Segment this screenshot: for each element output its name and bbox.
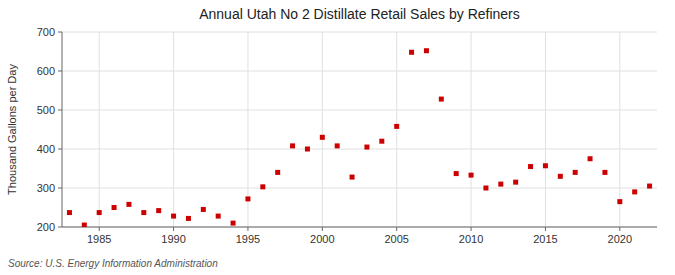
x-tick <box>99 227 100 231</box>
point <box>275 170 280 175</box>
x-tick-label: 2000 <box>310 233 334 245</box>
point <box>305 147 310 152</box>
point <box>647 184 652 189</box>
point <box>216 214 221 219</box>
point <box>632 189 637 194</box>
point <box>573 170 578 175</box>
point <box>260 184 265 189</box>
y-tick-label: 600 <box>37 65 55 77</box>
x-grid-line <box>471 32 472 227</box>
y-grid-line <box>62 32 657 33</box>
point <box>320 135 325 140</box>
point <box>290 143 295 148</box>
point <box>558 174 563 179</box>
point <box>439 97 444 102</box>
point <box>513 180 518 185</box>
point <box>171 214 176 219</box>
y-axis-label: Thousand Gallons per Day <box>6 64 18 195</box>
point <box>364 145 369 150</box>
x-tick-label: 1995 <box>236 233 260 245</box>
y-tick-label: 700 <box>37 26 55 38</box>
y-tick <box>58 32 62 33</box>
y-axis-line <box>62 32 63 227</box>
point <box>186 216 191 221</box>
point <box>97 210 102 215</box>
x-tick <box>396 227 397 231</box>
point <box>350 175 355 180</box>
y-grid-line <box>62 110 657 111</box>
y-grid-line <box>62 227 657 228</box>
point <box>141 210 146 215</box>
x-grid-line <box>322 32 323 227</box>
y-tick <box>58 227 62 228</box>
y-tick-label: 500 <box>37 104 55 116</box>
x-grid-line <box>99 32 100 227</box>
point <box>394 124 399 129</box>
x-tick <box>545 227 546 231</box>
source-note: Source: U.S. Energy Information Administ… <box>8 258 218 269</box>
y-grid-line <box>62 149 657 150</box>
point <box>483 186 488 191</box>
x-grid-line <box>396 32 397 227</box>
background <box>0 0 675 275</box>
x-tick-label: 2020 <box>608 233 632 245</box>
point <box>231 221 236 226</box>
point <box>156 208 161 213</box>
point <box>67 210 72 215</box>
x-tick-label: 2015 <box>533 233 557 245</box>
y-tick <box>58 71 62 72</box>
y-tick <box>58 188 62 189</box>
point <box>469 173 474 178</box>
x-grid-line <box>545 32 546 227</box>
x-tick <box>247 227 248 231</box>
point <box>126 202 131 207</box>
x-tick <box>322 227 323 231</box>
chart: 200 300 400 500 600 700 1985 1990 1995 2000 2005 20… <box>0 0 675 275</box>
point <box>588 156 593 161</box>
x-grid-line <box>619 32 620 227</box>
point <box>112 205 117 210</box>
y-tick <box>58 149 62 150</box>
y-tick-label: 400 <box>37 143 55 155</box>
points <box>67 48 652 227</box>
grid <box>62 32 657 227</box>
x-tick-label: 2005 <box>384 233 408 245</box>
y-tick-label: 200 <box>37 221 55 233</box>
point <box>424 48 429 53</box>
point <box>498 182 503 187</box>
point <box>602 170 607 175</box>
x-axis-line <box>62 227 657 228</box>
point <box>379 139 384 144</box>
x-tick-label: 1985 <box>87 233 111 245</box>
point <box>201 207 206 212</box>
point <box>409 50 414 55</box>
x-tick-label: 1990 <box>161 233 185 245</box>
y-grid-line <box>62 71 657 72</box>
x-tick <box>173 227 174 231</box>
x-tick <box>471 227 472 231</box>
point <box>454 171 459 176</box>
point <box>543 163 548 168</box>
x-grid-line <box>173 32 174 227</box>
y-tick-label: 300 <box>37 182 55 194</box>
point <box>617 199 622 204</box>
x-tick-label: 2010 <box>459 233 483 245</box>
point <box>245 196 250 201</box>
point <box>82 223 87 227</box>
point <box>335 143 340 148</box>
title: Annual Utah No 2 Distillate Retail Sales… <box>199 6 520 22</box>
point <box>528 164 533 169</box>
y-tick <box>58 110 62 111</box>
x-tick <box>619 227 620 231</box>
y-grid-line <box>62 188 657 189</box>
